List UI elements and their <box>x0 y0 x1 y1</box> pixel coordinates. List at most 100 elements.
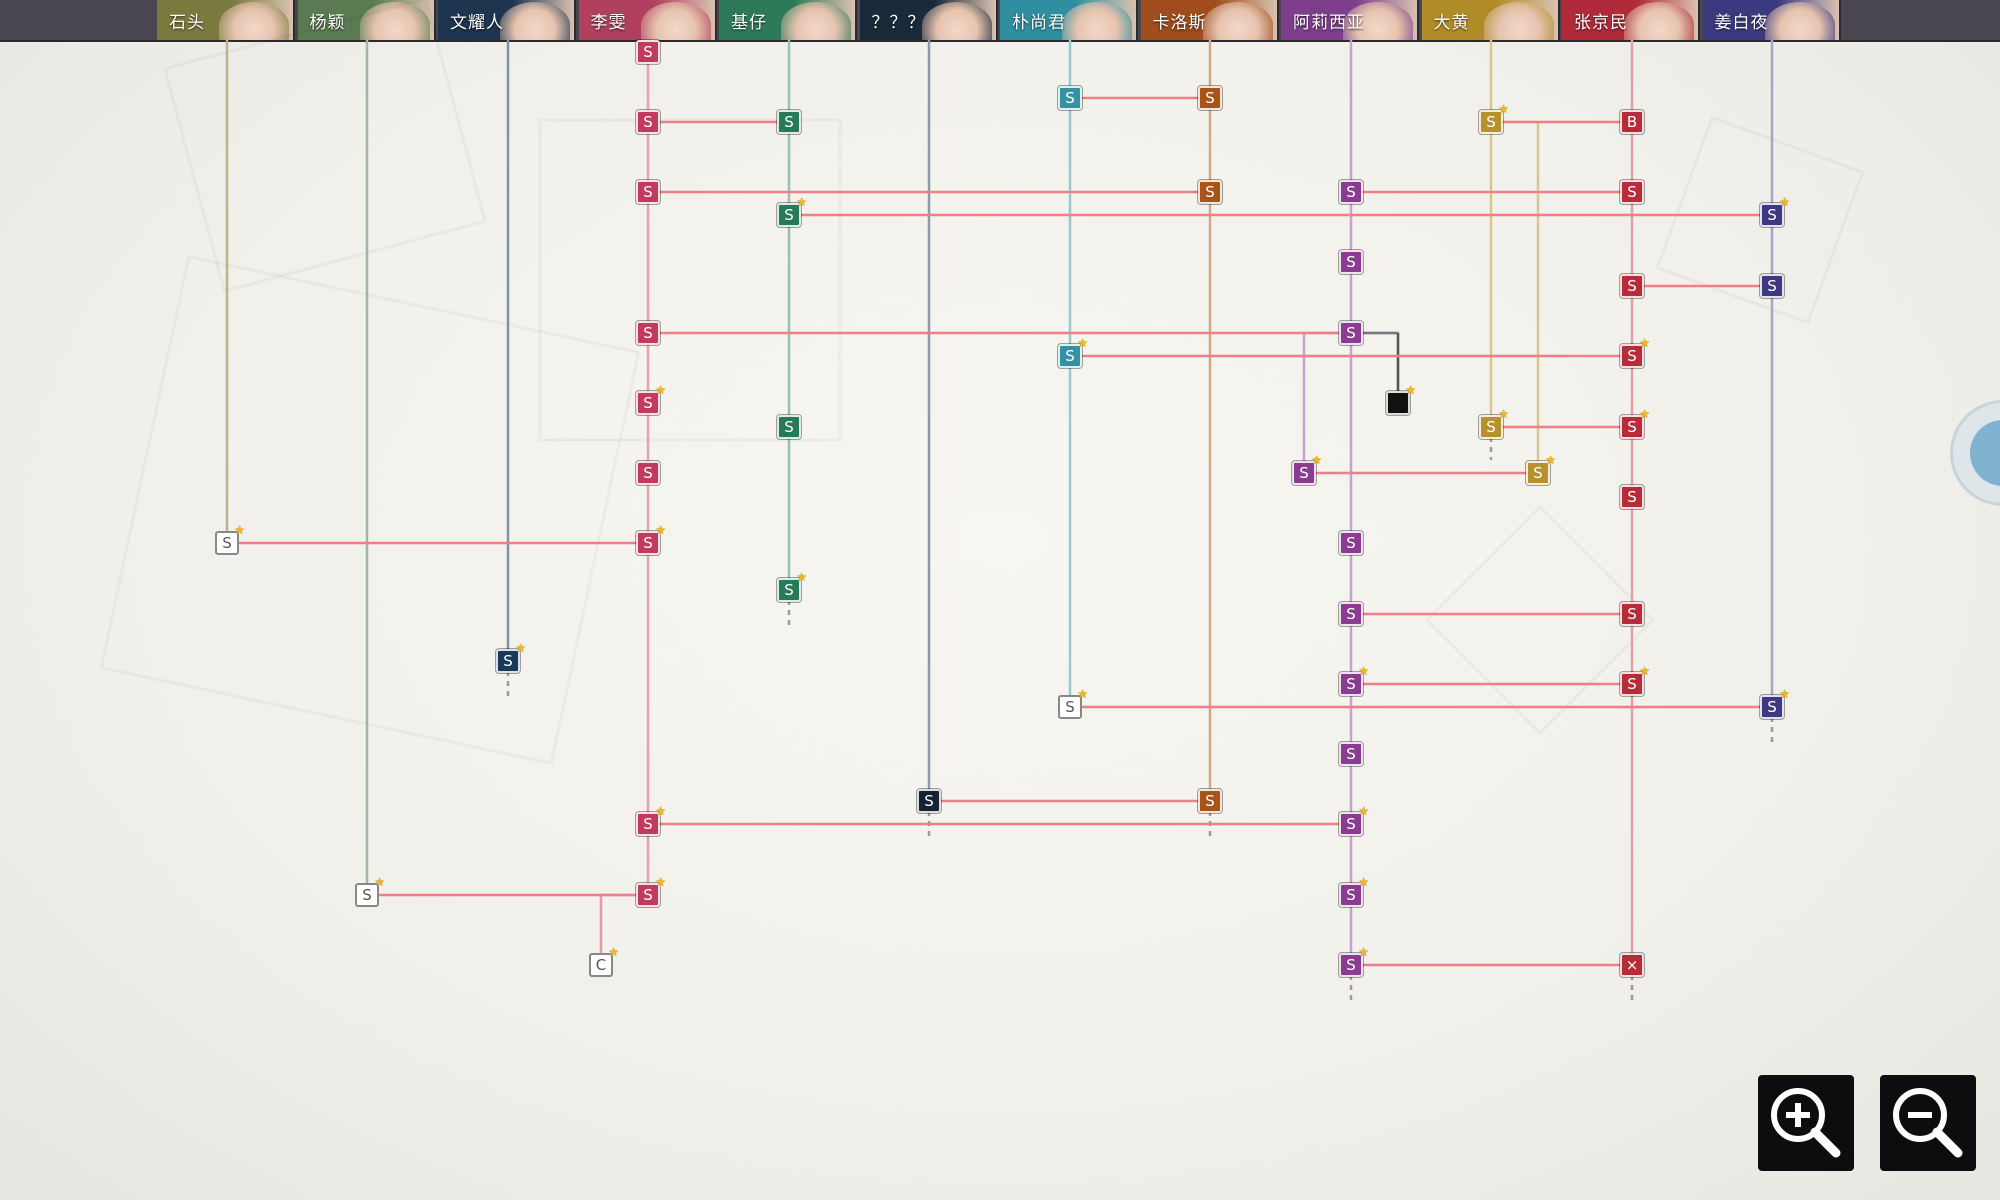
character-portrait <box>500 2 570 40</box>
route-node[interactable]: S <box>1339 180 1363 204</box>
character-tab[interactable]: 杨颖 <box>297 0 436 40</box>
star-icon: ★ <box>796 570 807 584</box>
character-name: 卡洛斯 <box>1152 13 1207 33</box>
route-node[interactable]: S <box>1339 250 1363 274</box>
route-node[interactable]: S ★ <box>1526 454 1556 485</box>
route-node[interactable]: S <box>1339 742 1363 766</box>
route-node[interactable]: S ★ <box>1058 688 1088 719</box>
route-node[interactable]: S ★ <box>1620 337 1650 368</box>
character-portrait <box>781 2 851 40</box>
character-tab[interactable]: 朴尚君 <box>1000 0 1138 40</box>
route-node[interactable]: S <box>1339 602 1363 626</box>
route-node[interactable]: S ★ <box>636 805 666 836</box>
route-node[interactable]: S <box>636 40 660 64</box>
character-tab[interactable]: 大黄 <box>1421 0 1560 40</box>
star-icon: ★ <box>1639 664 1650 678</box>
character-portrait <box>1764 2 1835 40</box>
route-node[interactable]: S <box>1620 485 1644 509</box>
character-tab[interactable]: 姜白夜 <box>1702 0 1841 40</box>
character-name: 基仔 <box>731 13 767 33</box>
character-name: 杨颖 <box>309 13 346 33</box>
route-node[interactable]: S ★ <box>777 571 807 602</box>
route-node[interactable]: S <box>636 461 660 485</box>
route-node[interactable]: S ★ <box>1620 665 1650 696</box>
character-portrait <box>1483 2 1554 40</box>
route-node[interactable]: S ★ <box>636 384 666 415</box>
zoom-in-icon <box>1771 1088 1841 1158</box>
character-portrait <box>1343 2 1413 40</box>
route-node[interactable]: S ★ <box>636 524 666 555</box>
route-node[interactable]: S <box>636 321 660 345</box>
route-node[interactable]: S <box>636 110 660 134</box>
star-icon: ★ <box>1639 336 1650 350</box>
star-icon: ★ <box>655 383 666 397</box>
character-name: 石头 <box>169 13 205 33</box>
background-decoration <box>540 120 840 440</box>
star-icon: ★ <box>1639 407 1650 421</box>
star-icon: ★ <box>234 523 245 537</box>
route-node[interactable]: S ★ <box>636 876 666 907</box>
route-node[interactable]: ★ <box>1386 384 1416 415</box>
star-icon: ★ <box>1779 687 1790 701</box>
character-name: 文耀人 <box>450 13 504 33</box>
route-node[interactable]: S ★ <box>215 524 245 555</box>
character-tab-bar: 石头 杨颖 文耀人 李雯 基仔 ？？？ 朴尚君 卡洛斯 阿莉西亚 大黄 张京民 姜白夜 <box>0 0 2000 42</box>
route-node[interactable]: S <box>1198 789 1222 813</box>
route-node[interactable]: S <box>1198 180 1222 204</box>
character-tab[interactable]: 李雯 <box>578 0 717 40</box>
route-node[interactable]: S ★ <box>1760 196 1790 227</box>
route-node[interactable]: S ★ <box>777 196 807 227</box>
route-node[interactable]: S <box>1620 180 1644 204</box>
route-node[interactable]: S ★ <box>355 876 385 907</box>
star-icon: ★ <box>655 804 666 818</box>
route-node[interactable]: S <box>1339 531 1363 555</box>
route-node[interactable]: S <box>1058 86 1082 110</box>
character-tab[interactable]: 张京民 <box>1562 0 1700 40</box>
star-icon: ★ <box>374 875 385 889</box>
star-icon: ★ <box>515 641 526 655</box>
zoom-out-icon <box>1893 1088 1963 1158</box>
character-tab[interactable]: 文耀人 <box>438 0 576 40</box>
route-node[interactable]: S ★ <box>1339 876 1369 907</box>
route-node[interactable]: S <box>1620 602 1644 626</box>
route-node[interactable]: S <box>917 789 941 813</box>
route-node[interactable]: S <box>777 110 801 134</box>
background-decoration <box>165 0 485 291</box>
route-node[interactable]: S <box>1760 274 1784 298</box>
route-node[interactable]: C ★ <box>589 946 619 977</box>
star-icon: ★ <box>1545 453 1556 467</box>
route-node[interactable]: S <box>777 415 801 439</box>
route-node[interactable]: S ★ <box>496 642 526 673</box>
star-icon: ★ <box>608 945 619 959</box>
character-tab[interactable]: 阿莉西亚 <box>1281 0 1419 40</box>
route-node[interactable]: S ★ <box>1339 946 1369 977</box>
route-node[interactable]: S <box>1620 274 1644 298</box>
route-node[interactable]: S <box>636 180 660 204</box>
zoom-out-button[interactable] <box>1880 1075 1976 1171</box>
route-node[interactable]: S ★ <box>1339 665 1369 696</box>
star-icon: ★ <box>655 875 666 889</box>
character-tab[interactable]: 卡洛斯 <box>1140 0 1279 40</box>
star-icon: ★ <box>1405 383 1416 397</box>
route-node[interactable]: S ★ <box>1620 408 1650 439</box>
route-node[interactable]: S ★ <box>1339 805 1369 836</box>
character-tab[interactable]: 石头 <box>157 0 295 40</box>
route-node[interactable]: B <box>1620 110 1644 134</box>
route-node[interactable]: S ★ <box>1058 337 1088 368</box>
route-node[interactable]: S ★ <box>1292 454 1322 485</box>
route-node[interactable]: S <box>1198 86 1222 110</box>
star-icon: ★ <box>1077 687 1088 701</box>
route-node[interactable]: S ★ <box>1479 103 1509 134</box>
character-portrait <box>1202 2 1273 40</box>
route-node[interactable]: S <box>1339 321 1363 345</box>
star-icon: ★ <box>1358 804 1369 818</box>
character-tab[interactable]: 基仔 <box>719 0 857 40</box>
route-node[interactable]: S ★ <box>1479 408 1509 439</box>
route-node[interactable]: × <box>1620 953 1644 977</box>
route-node[interactable]: S ★ <box>1760 688 1790 719</box>
star-icon: ★ <box>1498 407 1509 421</box>
zoom-in-button[interactable] <box>1758 1075 1854 1171</box>
character-name: 阿莉西亚 <box>1293 13 1365 33</box>
character-tab[interactable]: ？？？ <box>859 0 998 40</box>
